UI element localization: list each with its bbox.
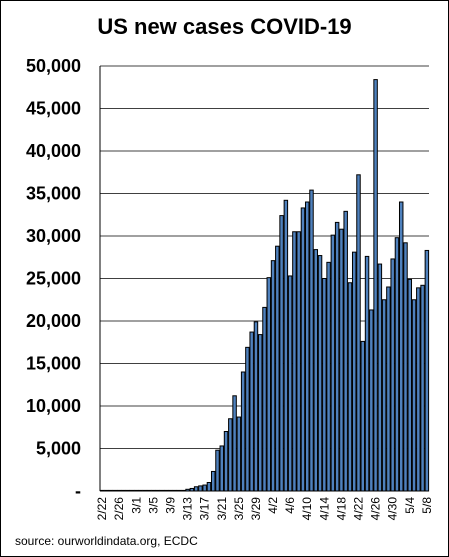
bar (373, 79, 378, 492)
x-tick-label: 5/4 (403, 497, 417, 514)
bar (330, 234, 336, 492)
x-tick-label: 3/1 (129, 497, 143, 514)
bar (411, 299, 417, 492)
bar (223, 431, 229, 492)
y-tick-label: 35,000 (26, 184, 81, 204)
bar (300, 207, 306, 492)
bar (322, 278, 327, 492)
bar (343, 210, 348, 492)
bar (219, 445, 225, 492)
bar (253, 321, 259, 492)
x-tick-label: 4/6 (283, 497, 297, 514)
bar (351, 251, 357, 492)
x-tick-label: 3/9 (164, 497, 178, 514)
bar (202, 484, 207, 492)
bar (304, 201, 310, 492)
bar (210, 470, 216, 492)
x-tick-label: 4/2 (266, 497, 280, 514)
bar (206, 482, 212, 492)
x-tick-label: 4/14 (317, 497, 331, 521)
bar (403, 242, 408, 492)
bar (394, 237, 400, 492)
bar (424, 249, 430, 492)
bar (390, 258, 395, 492)
bar (313, 249, 319, 492)
x-tick-label: 3/25 (232, 497, 246, 521)
x-tick-label: 3/5 (146, 497, 160, 514)
bar (292, 231, 297, 492)
x-tick-label: 3/13 (181, 497, 195, 521)
y-tick-label: 50,000 (26, 56, 81, 76)
bar (377, 263, 383, 492)
bar (236, 416, 242, 492)
bar (326, 261, 331, 492)
x-tick-label: 4/10 (300, 497, 314, 521)
x-tick-label: 4/30 (386, 497, 400, 521)
bar (266, 277, 272, 492)
bar (249, 331, 254, 492)
x-tick-label: 2/22 (95, 497, 109, 521)
y-tick-label: 45,000 (26, 99, 81, 119)
y-tick-label: 15,000 (26, 354, 81, 374)
y-tick-label: 5,000 (36, 439, 81, 459)
bar (245, 346, 250, 492)
bar (198, 485, 203, 492)
bar (334, 221, 340, 492)
bar (257, 334, 263, 492)
bar (398, 201, 404, 492)
bar (270, 260, 276, 492)
x-tick-label: 3/21 (215, 497, 229, 521)
x-tick-label: 4/26 (369, 497, 383, 521)
bar (287, 275, 293, 492)
bar (420, 284, 425, 492)
bar (279, 215, 284, 492)
bar (215, 449, 220, 492)
bar (228, 418, 233, 492)
y-tick-label: 30,000 (26, 226, 81, 246)
y-tick-label: 25,000 (26, 269, 81, 289)
bar (356, 174, 361, 492)
x-tick-label: 5/8 (420, 497, 434, 514)
bar (232, 395, 237, 492)
x-tick-label: 2/26 (112, 497, 126, 521)
bar (296, 231, 301, 492)
x-tick-label: 4/18 (334, 497, 348, 521)
y-tick-label: - (75, 481, 81, 501)
bar (283, 199, 289, 492)
x-tick-label: 4/22 (352, 497, 366, 521)
bar (317, 255, 323, 492)
y-tick-label: 20,000 (26, 311, 81, 331)
y-tick-label: 10,000 (26, 396, 81, 416)
bar (240, 371, 246, 492)
bar (407, 278, 413, 492)
x-tick-label: 3/29 (249, 497, 263, 521)
bars (99, 79, 430, 492)
bar (364, 255, 370, 492)
bar (193, 486, 199, 492)
bar (360, 340, 366, 492)
bar (262, 306, 267, 492)
x-tick-label: 3/17 (198, 497, 212, 521)
bar (347, 282, 353, 492)
bar (369, 309, 374, 492)
x-axis-labels: 2/22 2/26 3/1 3/5 3/9 3/13 3/17 3/21 3/25 3/29 4/2… (95, 497, 434, 521)
bar (309, 189, 314, 492)
bar (339, 228, 344, 492)
bar (275, 245, 280, 492)
bar (386, 286, 391, 492)
bar (416, 287, 421, 492)
source-note: source: ourworldindata.org, ECDC (15, 534, 198, 548)
chart-title: US new cases COVID-19 (97, 14, 352, 39)
y-axis-labels: - 5,000 10,000 15,000 20,000 25,000 30,000 35,0… (26, 56, 81, 501)
y-tick-label: 40,000 (26, 141, 81, 161)
bar (381, 299, 387, 492)
